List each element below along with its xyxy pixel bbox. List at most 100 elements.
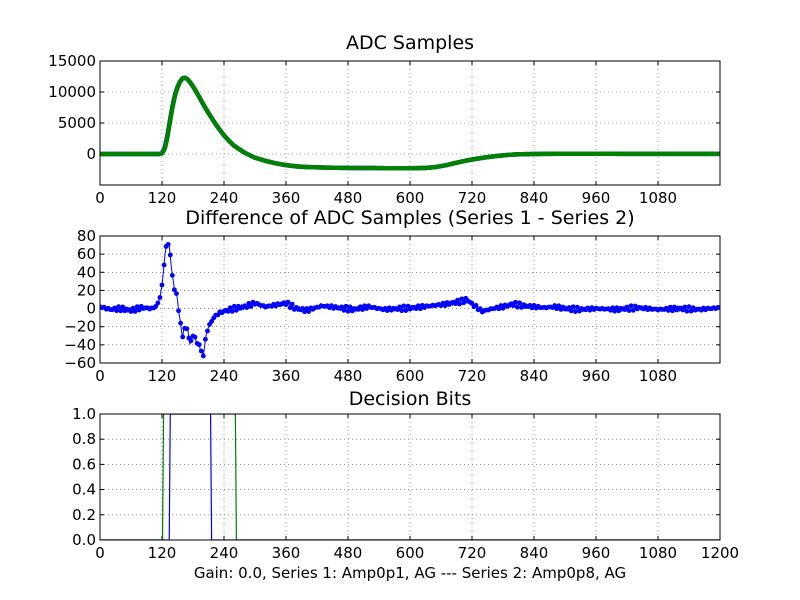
axes-frame (99, 235, 721, 364)
difference-point (401, 303, 407, 309)
difference-point (200, 353, 206, 359)
difference-point (626, 308, 632, 313)
difference-point (227, 305, 233, 311)
decision-bits-panel: Decision Bits 0 120 240 360 480 600 720 840 960 1… (72, 388, 739, 562)
difference-point (198, 348, 204, 354)
x-tick-label: 960 (582, 544, 611, 562)
x-tick-label: 240 (210, 544, 239, 562)
x-tick-label: 840 (520, 544, 549, 562)
difference-point (684, 308, 690, 314)
x-tick-label: 1200 (701, 544, 739, 562)
difference-point (459, 296, 465, 302)
difference-point (244, 305, 250, 310)
y-tick-label: −40 (64, 336, 96, 354)
x-tick-label: 120 (148, 367, 177, 385)
y-tick-label: 0.6 (72, 455, 96, 473)
difference-point (515, 304, 520, 310)
difference-point (248, 304, 254, 309)
difference-point (180, 334, 186, 340)
difference-point (612, 308, 617, 314)
difference-point (167, 252, 173, 258)
y-tick-label: 0.2 (72, 506, 96, 524)
decision-bits-title: Decision Bits (349, 388, 472, 410)
difference-point (397, 304, 403, 310)
difference-point (624, 304, 630, 310)
difference-point (136, 307, 142, 313)
difference-point (155, 300, 161, 306)
difference-point (343, 303, 349, 309)
difference-point (169, 272, 175, 278)
difference-point (628, 303, 634, 309)
x-tick-label: 600 (396, 544, 425, 562)
difference-point (132, 308, 138, 314)
x-tick-label: 480 (334, 189, 363, 207)
y-tick-label: −20 (64, 318, 96, 336)
difference-point (234, 307, 239, 313)
x-tick-label: 1080 (639, 544, 677, 562)
difference-point (682, 304, 688, 310)
difference-point (630, 307, 636, 313)
difference-point (461, 300, 467, 306)
adc-series-2-line (100, 75, 720, 171)
difference-point (289, 301, 295, 307)
footer-caption: Gain: 0.0, Series 1: Amp0p1, AG --- Seri… (194, 564, 626, 582)
difference-point (287, 305, 293, 311)
difference-title: Difference of ADC Samples (Series 1 - Se… (185, 207, 634, 229)
difference-point (568, 308, 574, 314)
x-tick-label: 0 (95, 367, 105, 385)
adc-samples-panel: ADC Samples 0 120 240 360 480 600 720 840 960 108… (48, 32, 721, 207)
difference-point (556, 303, 562, 309)
axes-frame (99, 60, 721, 186)
difference-point (347, 304, 353, 310)
difference-point (285, 299, 291, 305)
difference-point (118, 308, 124, 314)
y-tick-label: 80 (77, 227, 96, 245)
difference-point (399, 308, 405, 314)
difference-point (205, 328, 210, 334)
x-tick-label: 0 (95, 189, 105, 207)
difference-point (159, 282, 165, 288)
y-tick-label: 0.0 (72, 531, 96, 549)
x-tick-label: 960 (582, 189, 611, 207)
x-tick-label: 480 (334, 544, 363, 562)
difference-point (178, 320, 184, 326)
y-tick-label: 0.4 (72, 481, 96, 499)
x-tick-label: 0 (95, 544, 105, 562)
x-tick-label: 960 (582, 367, 611, 385)
y-tick-label: 15000 (48, 52, 96, 70)
difference-point (570, 304, 576, 310)
x-tick-label: 120 (148, 544, 177, 562)
x-tick-label: 600 (396, 189, 425, 207)
y-tick-label: 0.8 (72, 430, 96, 448)
y-tick-label: 60 (77, 245, 96, 263)
difference-point (172, 287, 177, 293)
difference-point (157, 295, 163, 300)
difference-point (203, 336, 208, 342)
difference-point (192, 334, 198, 340)
difference-point (688, 308, 694, 314)
x-tick-label: 840 (520, 189, 549, 207)
difference-point (114, 308, 119, 314)
difference-point (229, 308, 235, 314)
y-tick-label: 10000 (48, 83, 96, 101)
difference-point (174, 291, 179, 296)
x-tick-label: 360 (272, 367, 301, 385)
difference-point (176, 308, 181, 314)
difference-point (225, 308, 231, 314)
x-tick-label: 240 (210, 367, 239, 385)
difference-point (517, 300, 522, 306)
y-tick-label: 0 (86, 145, 96, 163)
difference-point (184, 326, 190, 332)
y-tick-label: 1.0 (72, 405, 96, 423)
x-tick-label: 720 (458, 189, 487, 207)
x-tick-label: 720 (458, 544, 487, 562)
y-tick-label: 5000 (58, 114, 96, 132)
difference-point (403, 308, 409, 313)
difference-point (341, 307, 347, 313)
difference-point (120, 304, 126, 310)
x-tick-label: 120 (148, 189, 177, 207)
y-tick-label: −60 (64, 354, 96, 372)
x-tick-label: 480 (334, 367, 363, 385)
difference-point (231, 303, 237, 309)
